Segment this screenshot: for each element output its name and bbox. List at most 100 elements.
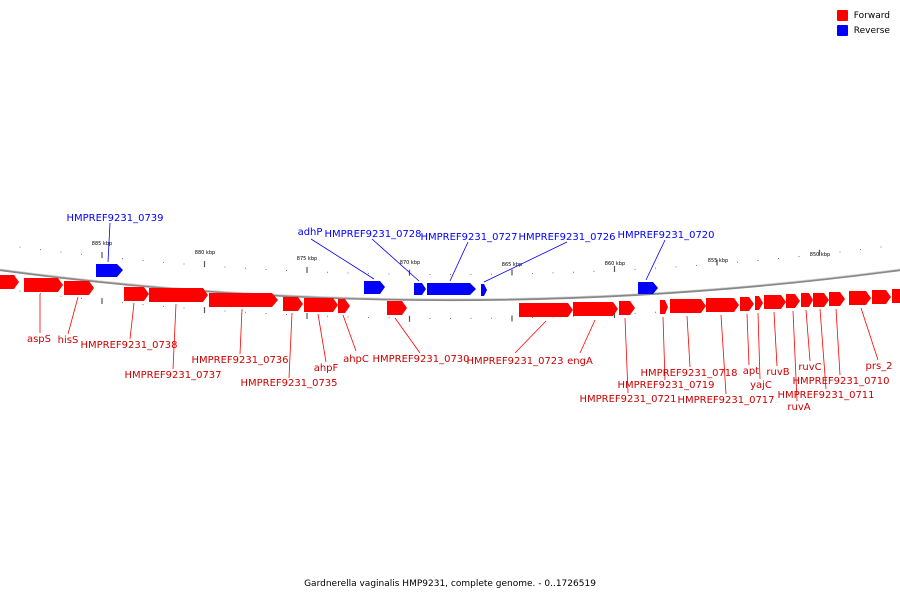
leader-line xyxy=(757,312,761,380)
forward-gene-arrow[interactable] xyxy=(755,296,763,310)
leader-line xyxy=(310,238,375,280)
forward-gene-arrow[interactable] xyxy=(209,293,278,307)
forward-gene-arrow[interactable] xyxy=(829,292,845,306)
legend-label: Forward xyxy=(853,10,890,21)
gene-label: HMPREF9231_0726 xyxy=(518,232,615,243)
leader-line xyxy=(720,314,727,395)
leader-line xyxy=(835,308,841,376)
leader-line xyxy=(342,314,357,352)
scale-label: 880 kbp xyxy=(195,250,215,256)
forward-gene-arrow[interactable] xyxy=(24,278,63,292)
forward-gene-arrow[interactable] xyxy=(283,297,303,311)
leader-line xyxy=(819,308,827,390)
forward-gene-arrow[interactable] xyxy=(813,293,829,307)
gene-label: HMPREF9231_0730 xyxy=(372,354,469,365)
forward-gene-arrow[interactable] xyxy=(801,293,813,307)
leader-line xyxy=(288,312,293,379)
gene-label: prs_2 xyxy=(865,361,892,372)
gene-label: HMPREF9231_0738 xyxy=(80,340,177,351)
gene-label: HMPREF9231_0721 xyxy=(579,394,676,405)
forward-gene-arrow[interactable] xyxy=(892,289,900,303)
genome-backbone-highlight xyxy=(0,268,900,300)
legend-item-forward: Forward xyxy=(836,8,890,23)
gene-label: ruvB xyxy=(766,367,789,378)
gene-label: engA xyxy=(567,356,593,367)
gene-label: HMPREF9231_0720 xyxy=(617,230,714,241)
gene-label: HMPREF9231_0735 xyxy=(240,378,337,389)
leader-line xyxy=(317,313,327,363)
forward-gene-arrow[interactable] xyxy=(64,281,94,295)
forward-gene-arrow[interactable] xyxy=(149,288,208,302)
forward-gene-arrow[interactable] xyxy=(519,303,573,317)
leader-line xyxy=(239,308,243,355)
leader-line xyxy=(371,238,420,282)
reverse-gene-arrow[interactable] xyxy=(481,284,487,296)
genome-backbone xyxy=(0,268,900,302)
forward-gene-arrow[interactable] xyxy=(786,294,800,308)
scale-label: 855 kbp xyxy=(708,258,728,264)
gene-label: yajC xyxy=(750,380,772,391)
gene-label: HMPREF9231_0736 xyxy=(191,355,288,366)
gene-label: adhP xyxy=(298,227,323,238)
forward-gene-arrow[interactable] xyxy=(706,298,739,312)
leader-line xyxy=(107,222,111,263)
leader-line xyxy=(514,320,547,354)
forward-gene-arrow[interactable] xyxy=(304,298,338,312)
legend-item-reverse: Reverse xyxy=(836,23,890,38)
gene-label: HMPREF9231_0737 xyxy=(124,370,221,381)
forward-gene-arrow[interactable] xyxy=(764,295,786,309)
reverse-gene-arrow[interactable] xyxy=(96,264,123,277)
leader-line xyxy=(67,296,79,335)
scale-label: 865 kbp xyxy=(502,262,522,268)
forward-gene-arrow[interactable] xyxy=(338,299,350,313)
gene-label: HMPREF9231_0711 xyxy=(777,390,874,401)
gene-label: HMPREF9231_0723 xyxy=(466,356,563,367)
leader-line xyxy=(394,317,421,354)
scale-label: 860 kbp xyxy=(605,261,625,267)
forward-gene-arrow[interactable] xyxy=(660,300,668,314)
legend: Forward Reverse xyxy=(836,8,890,38)
gene-label: HMPREF9231_0728 xyxy=(324,229,421,240)
forward-gene-arrow[interactable] xyxy=(670,299,706,313)
genome-caption: Gardnerella vaginalis HMP9231, complete … xyxy=(304,579,596,589)
forward-gene-arrow[interactable] xyxy=(573,302,618,316)
leader-line xyxy=(746,313,750,366)
forward-gene-arrow[interactable] xyxy=(387,301,407,315)
leader-line xyxy=(645,239,666,281)
gene-label: HMPREF9231_0718 xyxy=(640,368,737,379)
leader-line xyxy=(449,241,469,282)
leader-line xyxy=(805,309,811,362)
reverse-swatch xyxy=(836,25,848,36)
forward-gene-arrow[interactable] xyxy=(619,301,635,315)
reverse-gene-arrow[interactable] xyxy=(364,281,385,294)
gene-label: ahpF xyxy=(314,363,339,374)
leader-line xyxy=(686,315,691,368)
reverse-gene-arrow[interactable] xyxy=(427,283,476,295)
forward-gene-arrow[interactable] xyxy=(872,290,891,304)
forward-gene-arrow[interactable] xyxy=(849,291,871,305)
gene-label: ahpC xyxy=(343,354,369,365)
leader-line xyxy=(773,311,778,367)
reverse-gene-arrow[interactable] xyxy=(414,283,426,295)
leader-line xyxy=(662,316,666,381)
gene-label: HMPREF9231_0719 xyxy=(617,380,714,391)
leader-line xyxy=(792,310,798,402)
leader-line xyxy=(579,319,596,354)
leader-line xyxy=(860,307,879,361)
scale-label: 885 kbp xyxy=(92,241,112,247)
leader-line xyxy=(172,303,177,370)
legend-label: Reverse xyxy=(853,25,890,36)
gene-label: ruvA xyxy=(787,402,810,413)
leader-line xyxy=(129,302,135,340)
gene-label: apt xyxy=(743,366,759,377)
gene-label: aspS xyxy=(27,334,51,345)
forward-gene-arrow[interactable] xyxy=(124,287,149,301)
gene-label: ruvC xyxy=(798,362,821,373)
reverse-gene-arrow[interactable] xyxy=(638,282,658,294)
gene-label: HMPREF9231_0727 xyxy=(420,232,517,243)
gene-label: HMPREF9231_0739 xyxy=(66,213,163,224)
forward-gene-arrow[interactable] xyxy=(0,275,19,289)
gene-label: hisS xyxy=(58,335,79,346)
forward-gene-arrow[interactable] xyxy=(740,297,754,311)
